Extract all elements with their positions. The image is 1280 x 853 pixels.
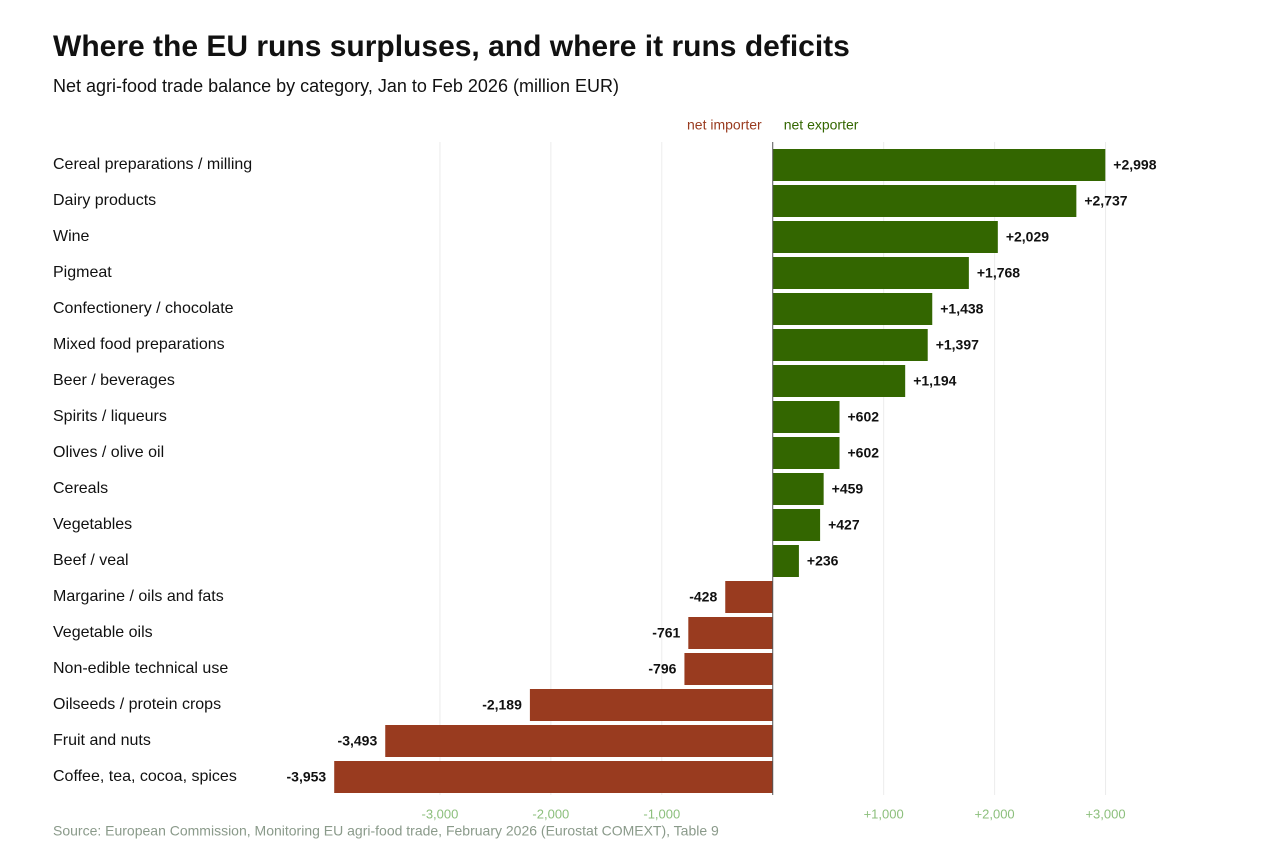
value-label: -2,189 <box>482 697 522 713</box>
y-tick-label: Pigmeat <box>53 264 112 281</box>
y-tick-label: Olives / olive oil <box>53 444 164 461</box>
bar <box>772 545 799 577</box>
value-label: -3,493 <box>338 733 378 749</box>
value-label: -428 <box>689 589 717 605</box>
x-tick-label: -1,000 <box>643 806 680 821</box>
y-tick-label: Vegetable oils <box>53 624 153 641</box>
value-label: +2,737 <box>1084 193 1127 209</box>
value-label: +2,029 <box>1006 229 1049 245</box>
source: Source: European Commission, Monitoring … <box>53 823 719 839</box>
x-tick-label: -2,000 <box>532 806 569 821</box>
value-label: +236 <box>807 553 839 569</box>
bar <box>772 221 998 253</box>
y-tick-label: Non-edible technical use <box>53 660 228 677</box>
y-tick-label: Vegetables <box>53 516 132 533</box>
bar <box>334 761 773 793</box>
bar <box>772 437 840 469</box>
y-tick-label: Margarine / oils and fats <box>53 588 224 605</box>
x-tick-label: +3,000 <box>1085 806 1125 821</box>
bar <box>772 365 906 397</box>
annotation: net importer <box>687 117 762 133</box>
value-label: +2,998 <box>1113 157 1156 173</box>
bar <box>772 401 840 433</box>
bar <box>772 509 821 541</box>
bar <box>772 329 928 361</box>
bar <box>772 473 824 505</box>
bar <box>772 257 969 289</box>
x-tick-label: -3,000 <box>421 806 458 821</box>
value-label: +1,194 <box>913 373 956 389</box>
value-label: -796 <box>648 661 676 677</box>
bar <box>684 653 773 685</box>
y-tick-label: Wine <box>53 228 90 245</box>
y-tick-label: Confectionery / chocolate <box>53 300 234 317</box>
value-label: +1,397 <box>936 337 979 353</box>
chart-title: Where the EU runs surpluses, and where i… <box>53 30 850 63</box>
value-label: -3,953 <box>287 769 327 785</box>
value-label: +602 <box>848 445 880 461</box>
y-tick-label: Cereal preparations / milling <box>53 156 252 173</box>
y-tick-label: Mixed food preparations <box>53 336 225 353</box>
y-tick-label: Cereals <box>53 480 108 497</box>
value-label: +1,768 <box>977 265 1020 281</box>
bar <box>772 149 1106 181</box>
annotation: net exporter <box>784 117 859 133</box>
bar <box>385 725 773 757</box>
bar <box>772 185 1077 217</box>
y-tick-label: Coffee, tea, cocoa, spices <box>53 768 237 785</box>
y-tick-label: Beef / veal <box>53 552 129 569</box>
y-tick-label: Spirits / liqueurs <box>53 408 167 425</box>
value-label: +602 <box>848 409 880 425</box>
bar <box>725 581 773 613</box>
bar <box>529 689 773 721</box>
y-tick-label: Fruit and nuts <box>53 732 151 749</box>
x-tick-label: +2,000 <box>975 806 1015 821</box>
x-tick-label: +1,000 <box>864 806 904 821</box>
chart-subtitle: Net agri-food trade balance by category,… <box>53 76 619 96</box>
bar <box>772 293 933 325</box>
value-label: +1,438 <box>940 301 983 317</box>
bar <box>688 617 773 649</box>
y-tick-label: Beer / beverages <box>53 372 175 389</box>
value-label: -761 <box>652 625 680 641</box>
value-label: +427 <box>828 517 860 533</box>
value-label: +459 <box>832 481 864 497</box>
y-tick-label: Dairy products <box>53 192 156 209</box>
y-tick-label: Oilseeds / protein crops <box>53 696 221 713</box>
